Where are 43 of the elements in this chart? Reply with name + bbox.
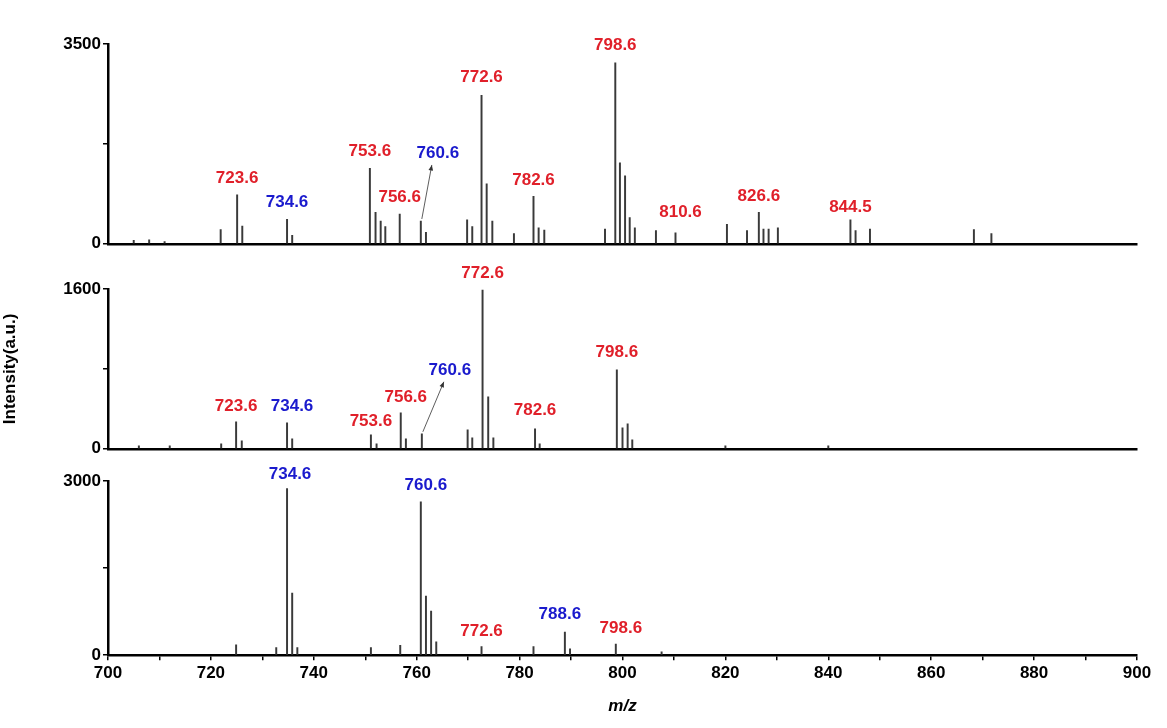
annotation: 760.6 xyxy=(428,360,472,380)
x-tick-label: 840 xyxy=(814,663,843,683)
annotation: 798.6 xyxy=(595,342,639,362)
annotation: 798.6 xyxy=(594,35,637,55)
y-tick-label: 0 xyxy=(91,644,101,664)
annotation: 756.6 xyxy=(378,187,421,207)
y-tick-label: 0 xyxy=(91,438,101,458)
annotation: 810.6 xyxy=(659,202,702,222)
x-tick-label: 700 xyxy=(93,663,123,683)
y-tick-label: 1600 xyxy=(63,278,101,298)
annotation: 798.6 xyxy=(599,618,643,638)
x-tick-label: 740 xyxy=(299,663,328,683)
annotation: 723.6 xyxy=(215,167,259,187)
annotation: 826.6 xyxy=(737,185,781,205)
y-axis-title: Intensity(a.u.) xyxy=(0,313,19,425)
annotation: 760.6 xyxy=(404,475,448,495)
x-tick-label: 860 xyxy=(917,663,946,683)
x-tick-label: 760 xyxy=(402,663,431,683)
x-axis-title: m/z xyxy=(608,696,638,716)
annotation: 782.6 xyxy=(512,169,555,189)
annotation: 844.5 xyxy=(829,197,872,217)
annotation: 772.6 xyxy=(460,66,503,86)
annotation: 734.6 xyxy=(270,396,314,416)
x-tick-label: 720 xyxy=(196,663,226,683)
x-tick-label: 780 xyxy=(505,663,534,683)
y-tick-label: 3000 xyxy=(63,470,101,490)
annotation: 734.6 xyxy=(268,463,312,483)
annotation: 753.6 xyxy=(348,140,392,160)
annotation: 782.6 xyxy=(513,400,557,420)
x-tick-label: 900 xyxy=(1122,663,1152,683)
y-tick-label: 0 xyxy=(91,233,101,253)
x-tick-label: 800 xyxy=(608,663,637,683)
annotation: 772.6 xyxy=(461,263,504,283)
annotation: 734.6 xyxy=(265,192,309,212)
y-tick-label: 3500 xyxy=(63,33,101,53)
annotation: 760.6 xyxy=(416,143,460,163)
annotation: 753.6 xyxy=(349,411,393,431)
annotation: 772.6 xyxy=(460,620,503,640)
annotation: 723.6 xyxy=(214,396,258,416)
annotation: 788.6 xyxy=(538,604,582,624)
x-tick-label: 820 xyxy=(711,663,740,683)
x-tick-label: 880 xyxy=(1019,663,1049,683)
annotation: 756.6 xyxy=(384,387,428,407)
